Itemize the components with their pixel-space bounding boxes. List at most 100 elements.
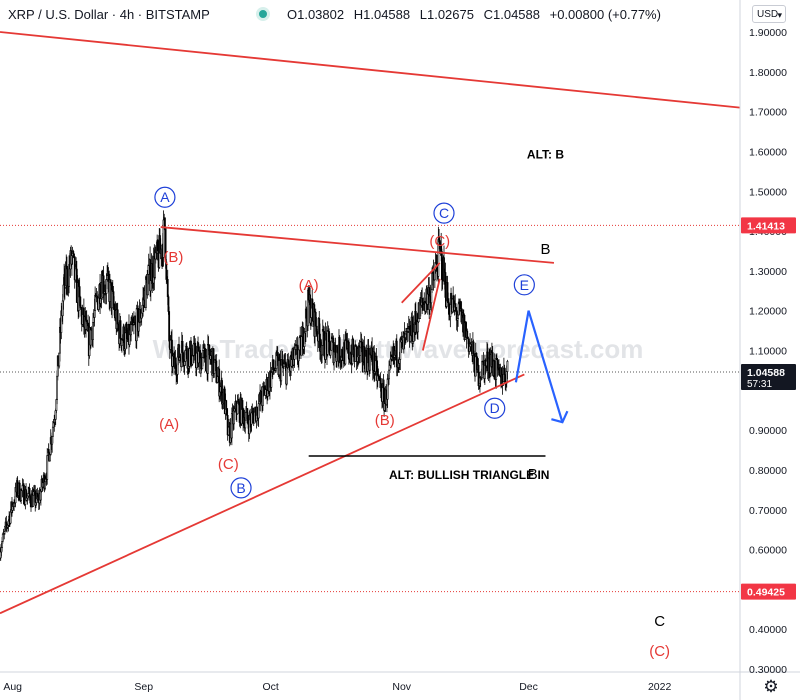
y-tick-label: 0.70000: [749, 505, 787, 517]
candle-body: [124, 332, 127, 350]
projection-path: [514, 310, 564, 423]
y-tick-label: 0.60000: [749, 545, 787, 557]
candle-body: [119, 320, 122, 339]
wave-circle: [433, 202, 455, 224]
gear-icon[interactable]: ⚙: [763, 677, 779, 696]
market-status-icon: [256, 7, 270, 21]
candle-body: [204, 348, 206, 363]
trendline: [0, 31, 741, 109]
candle-body: [72, 251, 75, 255]
candle-body: [245, 411, 247, 421]
wave-label: (A): [299, 277, 319, 294]
candle-body: [506, 361, 509, 372]
wave-label: B: [236, 480, 245, 496]
trendline: [160, 226, 555, 264]
candle-body: [328, 331, 331, 342]
candle-body: [329, 349, 332, 356]
candle-body: [78, 286, 81, 298]
wave-label: D: [490, 400, 500, 416]
y-tick-label: 1.60000: [749, 146, 787, 158]
x-tick-label: Oct: [262, 681, 278, 693]
wave-label: ALT: B: [527, 147, 564, 161]
candle-body: [347, 341, 350, 360]
y-tick-label: 1.30000: [749, 266, 787, 278]
candle-body: [137, 321, 140, 332]
price-tag-label: 0.49425: [747, 587, 785, 599]
candle-body: [334, 344, 337, 358]
candle-body: [421, 297, 424, 303]
candle-body: [285, 367, 288, 385]
candles: [0, 210, 509, 561]
candle-body: [166, 279, 169, 298]
ohlc-readout: O1.03802 H1.04588 L1.02675 C1.04588 +0.0…: [287, 7, 667, 22]
wave-label: ALT: BULLISH TRIANGLE IN: [389, 468, 549, 482]
wave-circle: [154, 186, 176, 208]
wave-circle: [513, 274, 535, 296]
wave-label: B: [528, 466, 538, 483]
watermark-text: WaveTraders Elliott Wave Forecast.com: [153, 334, 644, 364]
trendline: [0, 373, 525, 615]
candle-body: [300, 336, 303, 356]
candle-body: [149, 280, 152, 292]
candle-body: [482, 360, 485, 365]
candle-body: [192, 343, 195, 356]
candle-body: [1, 533, 4, 542]
wave-label: (A): [159, 416, 179, 433]
wave-circle: [484, 397, 506, 419]
candle-body: [225, 400, 228, 410]
y-tick-label: 0.40000: [749, 624, 787, 636]
price-tag-label: 1.41413: [747, 220, 785, 232]
wave-label: C: [439, 205, 449, 221]
countdown-label: 57:31: [747, 379, 772, 390]
candle-body: [90, 329, 92, 346]
candle-body: [195, 352, 198, 369]
change-value: +0.00800 (+0.77%): [549, 7, 661, 22]
y-tick-label: 1.10000: [749, 346, 787, 358]
y-tick-label: 0.80000: [749, 465, 787, 477]
wave-label: (C): [218, 456, 239, 473]
y-tick-label: 0.90000: [749, 425, 787, 437]
candle-body: [233, 410, 235, 425]
candle-body: [51, 426, 54, 437]
chart-header: XRP / U.S. Dollar · 4h · BITSTAMP O1.038…: [0, 0, 740, 30]
y-tick-label: 1.50000: [749, 186, 787, 198]
candle-body: [388, 369, 390, 380]
wave-label: (B): [163, 249, 183, 266]
price-tag: [741, 583, 796, 600]
wave-label: A: [160, 189, 170, 205]
candle-body: [73, 253, 75, 257]
candle-body: [97, 297, 100, 310]
y-tick-label: 1.20000: [749, 306, 787, 318]
price-tag-label: 1.04588: [747, 367, 785, 379]
candle-body: [250, 412, 253, 425]
candle-body: [417, 321, 419, 333]
wave-label: (C): [649, 643, 670, 660]
wave-label: C: [654, 613, 665, 630]
high-value: H1.04588: [353, 7, 411, 22]
wave-label: B: [540, 241, 550, 258]
candle-body: [130, 324, 132, 336]
candle-body: [116, 309, 119, 325]
y-tick-label: 1.70000: [749, 107, 787, 119]
currency-selector[interactable]: USD: [752, 5, 786, 24]
x-tick-label: Nov: [392, 681, 411, 693]
projection: [514, 310, 569, 424]
candle-body: [440, 251, 443, 280]
x-tick-label: Aug: [3, 681, 22, 693]
close-value: C1.04588: [483, 7, 540, 22]
price-tag: [741, 217, 796, 234]
price-tag: [741, 364, 796, 391]
candle-body: [395, 340, 398, 368]
wave-labels: A B C D E (B) (A) (C) (A) (B) (C) B ALT: B ALT: BULLI…: [154, 147, 670, 660]
y-tick-label: 1.90000: [749, 27, 787, 39]
candle-body: [181, 340, 184, 353]
y-tick-label: 1.80000: [749, 67, 787, 79]
wave-label: (B): [375, 412, 395, 429]
symbol-title[interactable]: XRP / U.S. Dollar · 4h · BITSTAMP: [8, 7, 210, 22]
x-tick-label: Dec: [519, 681, 538, 693]
watermark: WaveTraders Elliott Wave Forecast.com: [153, 334, 644, 364]
x-tick-label: 2022: [648, 681, 672, 693]
